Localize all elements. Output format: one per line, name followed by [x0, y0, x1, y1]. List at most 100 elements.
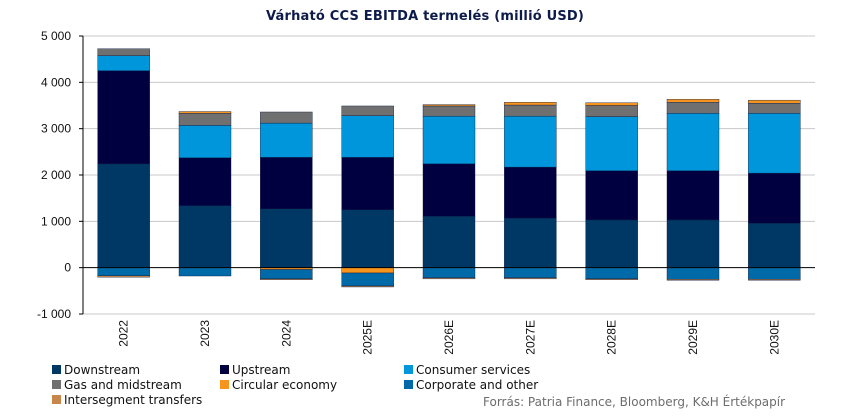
- legend-item-upstream: Upstream: [220, 363, 290, 377]
- bar-segment-upstream: [97, 70, 150, 165]
- bar-segment-gas-and-midstream: [260, 111, 313, 124]
- bar-segment-upstream: [666, 170, 720, 221]
- legend-item-corporate-and-other: Corporate and other: [404, 378, 538, 392]
- bar-segment-upstream: [585, 170, 638, 221]
- bar-segment-upstream: [504, 166, 557, 219]
- bar-segment-upstream: [748, 172, 801, 224]
- bar-segment-circular-economy: [341, 267, 394, 274]
- bar-segment-intersegment-transfers: [504, 277, 557, 280]
- legend-swatch: [404, 365, 413, 374]
- bar-segment-downstream: [504, 217, 557, 268]
- bar-segment-intersegment-transfers: [422, 277, 476, 280]
- bar-segment-intersegment-transfers: [341, 285, 394, 288]
- y-tick-label: 3 000: [41, 122, 71, 136]
- bar-segment-upstream: [422, 163, 476, 217]
- bar-segment-corporate-and-other: [666, 267, 720, 280]
- bar-segment-intersegment-transfers: [585, 278, 638, 280]
- legend-swatch: [52, 365, 61, 374]
- bar-segment-consumer-services: [178, 125, 232, 159]
- bar-segment-upstream: [341, 157, 394, 210]
- bar-segment-downstream: [341, 209, 394, 268]
- bar-segment-corporate-and-other: [178, 267, 232, 277]
- x-tick-label: 2030E: [767, 320, 781, 355]
- bar-segment-consumer-services: [97, 55, 150, 71]
- bar-segment-consumer-services: [504, 115, 557, 168]
- bar-segment-gas-and-midstream: [666, 102, 720, 114]
- bar-segment-gas-and-midstream: [748, 102, 801, 114]
- bar-segment-intersegment-transfers: [666, 279, 720, 281]
- legend-label: Upstream: [232, 363, 291, 377]
- x-tick-label: 2022: [117, 320, 131, 347]
- bar-segment-gas-and-midstream: [97, 48, 150, 56]
- y-tick-label: 5 000: [41, 29, 71, 43]
- bar-segment-circular-economy: [585, 102, 638, 106]
- bar-segment-corporate-and-other: [97, 267, 150, 276]
- bar-segment-gas-and-midstream: [178, 113, 232, 126]
- bar-segment-corporate-and-other: [422, 267, 476, 279]
- legend-item-intersegment-transfers: Intersegment transfers: [52, 393, 202, 407]
- bar-segment-intersegment-transfers: [748, 279, 801, 281]
- y-tick-label: 4 000: [41, 75, 71, 89]
- bar-segment-consumer-services: [341, 115, 394, 158]
- bar-segment-circular-economy: [666, 99, 720, 103]
- y-tick-labels: 5 000 4 000 3 000 2 000 1 000 0 -1 000: [37, 29, 71, 321]
- bars: [97, 48, 801, 288]
- legend-label: Gas and midstream: [64, 378, 182, 392]
- legend-swatch: [404, 380, 413, 389]
- bar-segment-gas-and-midstream: [504, 104, 557, 117]
- bar-segment-consumer-services: [666, 113, 720, 172]
- x-tick-label: 2024: [279, 320, 293, 347]
- x-tick-label: 2028E: [605, 320, 619, 355]
- bar-segment-upstream: [178, 157, 232, 206]
- bar-segment-consumer-services: [748, 113, 801, 174]
- legend-label: Circular economy: [232, 378, 338, 392]
- bar-segment-corporate-and-other: [504, 267, 557, 279]
- y-tick-label: -1 000: [37, 307, 71, 321]
- legend-item-downstream: Downstream: [52, 363, 140, 377]
- legend-label: Corporate and other: [416, 378, 539, 392]
- legend-item-circular-economy: Circular economy: [220, 378, 337, 392]
- bar-segment-gas-and-midstream: [585, 105, 638, 117]
- x-tick-labels: 2022 2023 2024 2025E 2026E 2027E 2028E 2029E 203…: [117, 320, 782, 355]
- bar-segment-corporate-and-other: [748, 267, 801, 280]
- bar-segment-circular-economy: [748, 99, 801, 104]
- legend-item-consumer-services: Consumer services: [404, 363, 530, 377]
- bar-segment-downstream: [666, 219, 720, 268]
- y-tick-label: 0: [64, 261, 71, 275]
- bar-segment-downstream: [260, 208, 313, 268]
- legend-swatch: [52, 380, 61, 389]
- bar-segment-circular-economy: [504, 102, 557, 106]
- bar-segment-downstream: [585, 219, 638, 268]
- y-tick-label: 2 000: [41, 168, 71, 182]
- bar-segment-downstream: [178, 205, 232, 268]
- legend-swatch: [220, 365, 229, 374]
- bar-segment-gas-and-midstream: [341, 105, 394, 116]
- bar-segment-gas-and-midstream: [422, 105, 476, 117]
- x-tick-label: 2029E: [686, 320, 700, 355]
- bar-segment-downstream: [422, 216, 476, 268]
- legend-label: Intersegment transfers: [64, 393, 203, 407]
- source-note: Forrás: Patria Finance, Bloomberg, K&H É…: [483, 395, 786, 409]
- y-tick-label: 1 000: [41, 214, 71, 228]
- bar-segment-circular-economy: [178, 111, 232, 114]
- bar-segment-corporate-and-other: [585, 267, 638, 279]
- bar-segment-consumer-services: [260, 122, 313, 158]
- bar-segment-consumer-services: [422, 115, 476, 165]
- x-tick-label: 2023: [198, 320, 212, 347]
- bar-segment-upstream: [260, 157, 313, 210]
- bar-segment-intersegment-transfers: [260, 278, 313, 280]
- x-tick-label: 2025E: [361, 320, 375, 355]
- bar-segment-downstream: [97, 163, 150, 268]
- legend-swatch: [52, 395, 61, 404]
- legend-item-gas-and-midstream: Gas and midstream: [52, 378, 182, 392]
- legend-label: Consumer services: [416, 363, 531, 377]
- axes: [79, 35, 815, 315]
- bar-segment-corporate-and-other: [260, 269, 313, 279]
- bar-segment-circular-economy: [422, 104, 476, 107]
- legend-swatch: [220, 380, 229, 389]
- x-tick-label: 2026E: [442, 320, 456, 355]
- bar-segment-downstream: [748, 222, 801, 268]
- bar-segment-consumer-services: [585, 116, 638, 172]
- legend-label: Downstream: [64, 363, 141, 377]
